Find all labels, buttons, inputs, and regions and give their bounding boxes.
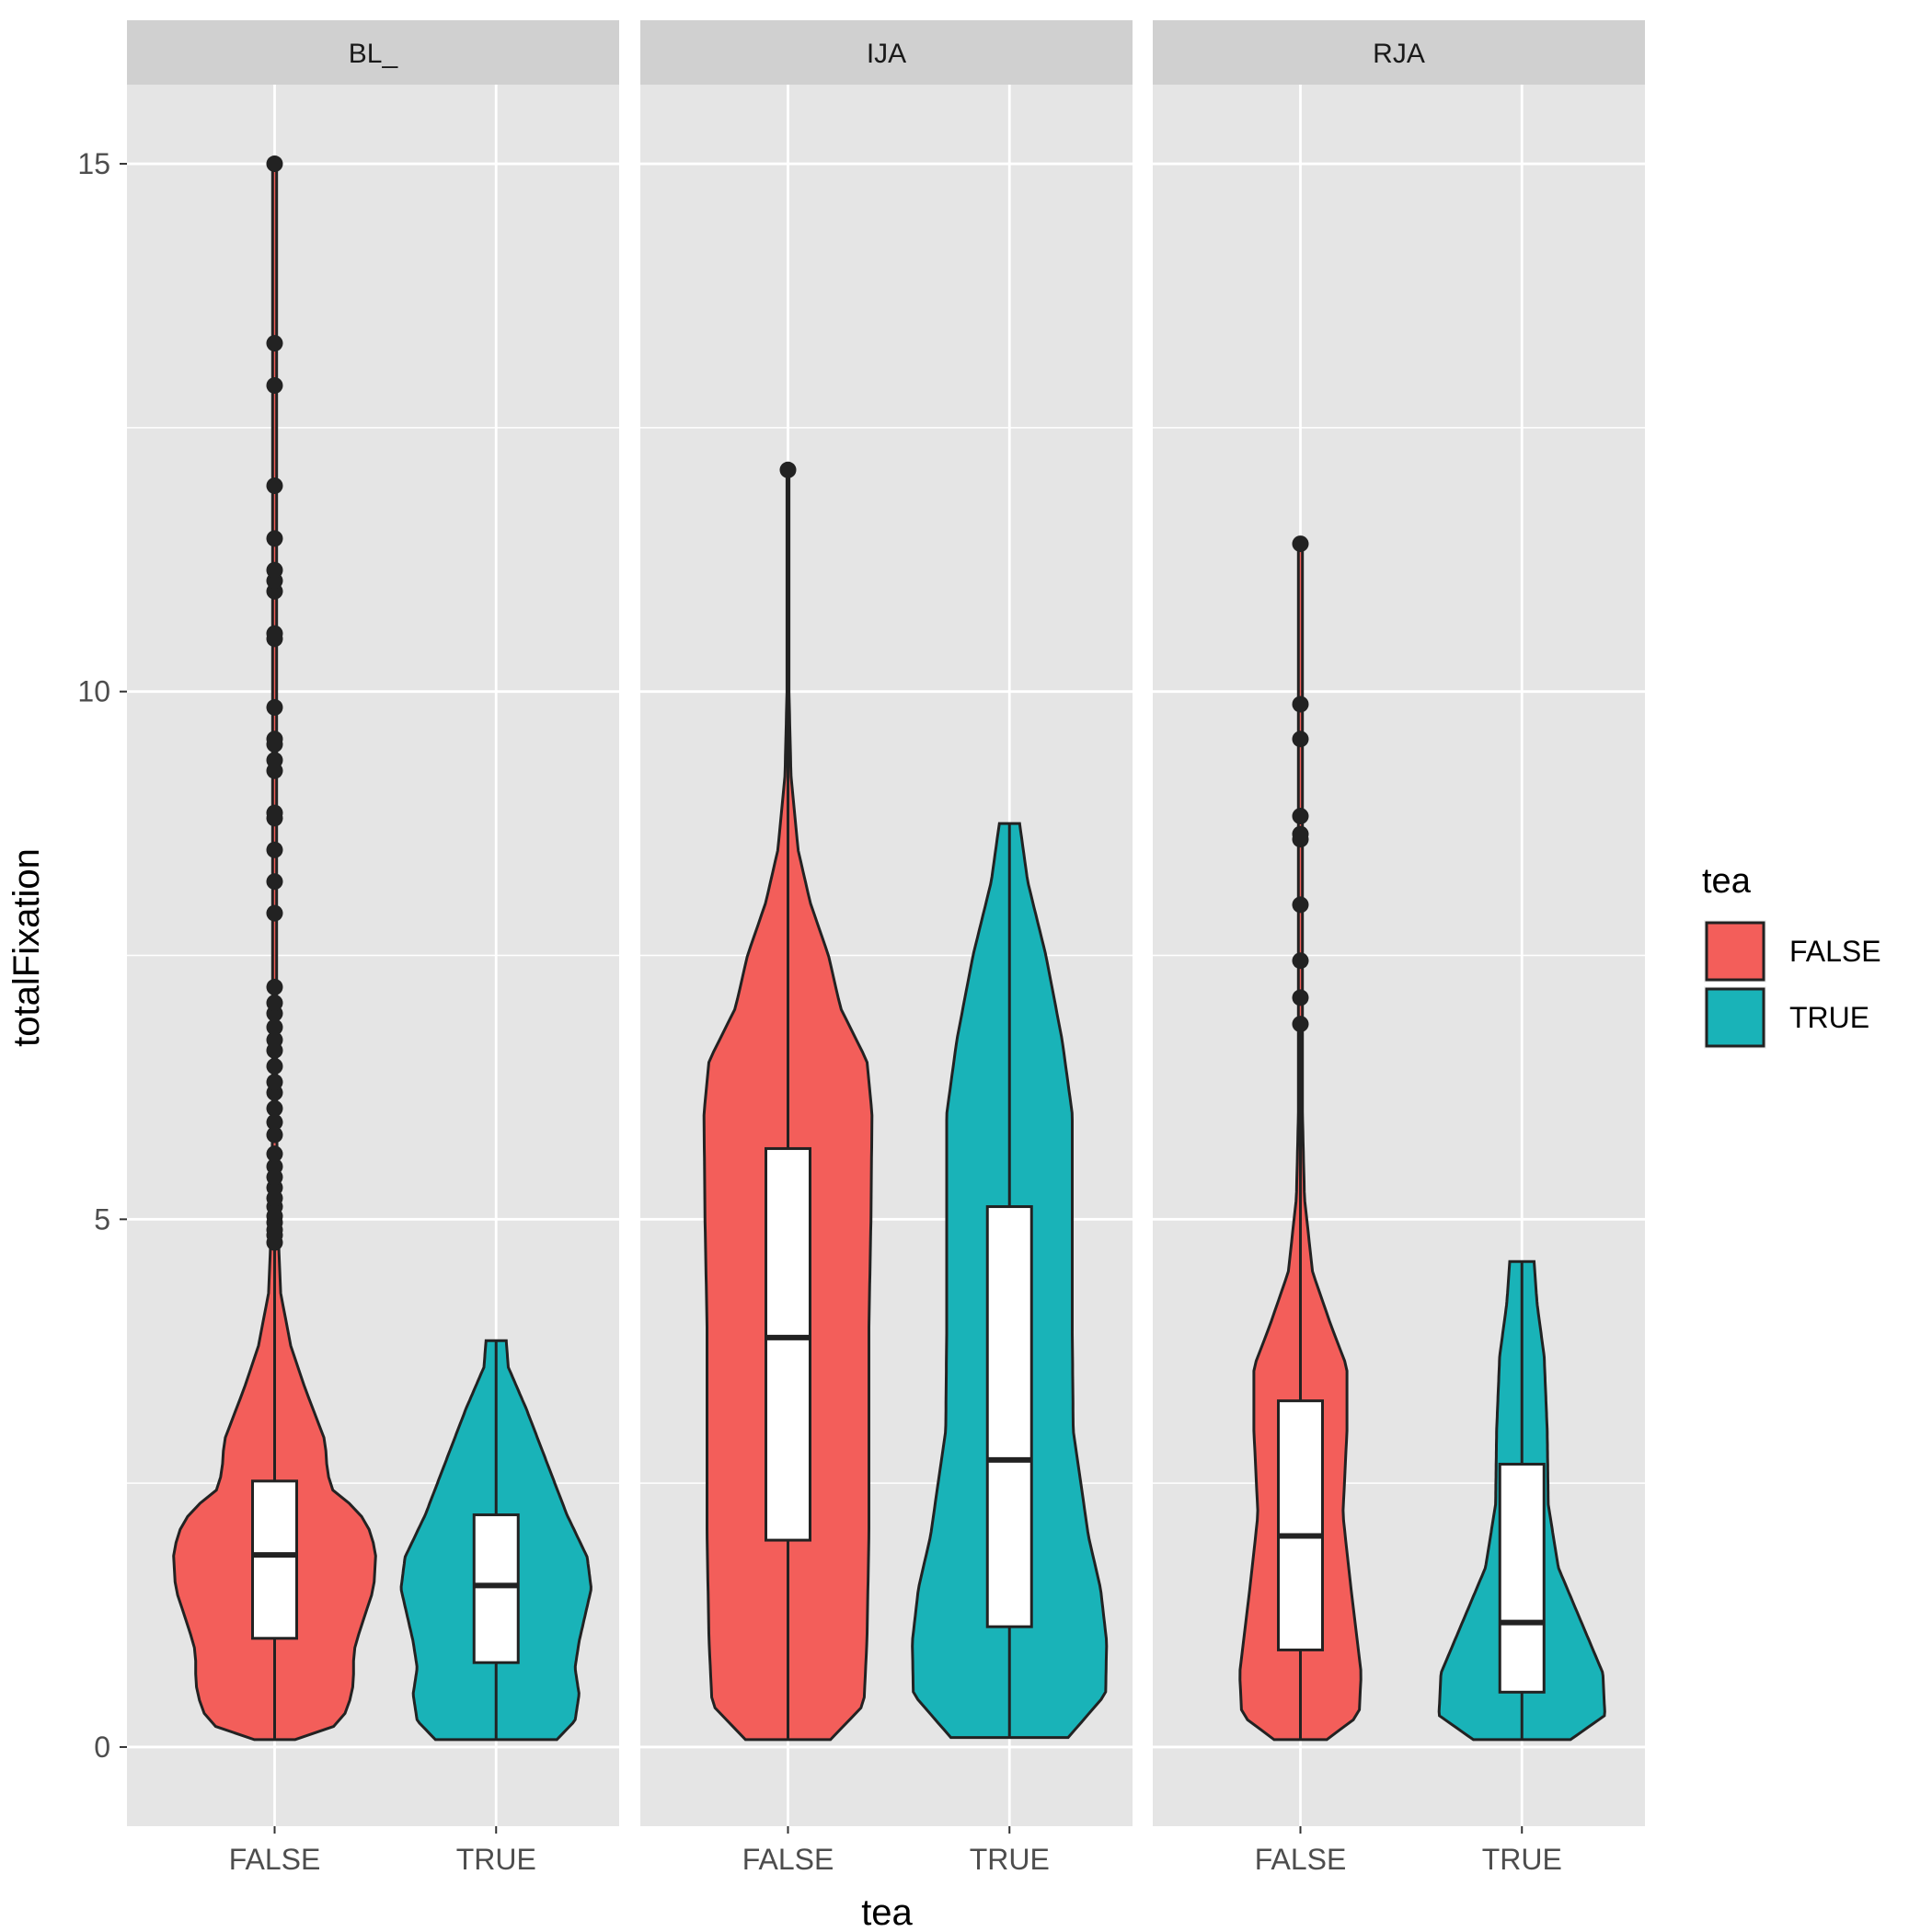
- outlier-point: [266, 804, 283, 822]
- x-tick-label: FALSE: [1255, 1843, 1347, 1876]
- violin-group-true: [399, 1339, 592, 1742]
- facet-strip-label: RJA: [1373, 39, 1425, 69]
- box-iqr: [1277, 1399, 1324, 1651]
- outlier-point: [266, 1057, 283, 1075]
- outlier-point: [266, 698, 283, 716]
- outlier-point: [1292, 696, 1309, 713]
- facet-strip-label: IJA: [867, 39, 906, 69]
- outlier-point: [266, 1099, 283, 1117]
- violin-group-true: [911, 822, 1109, 1740]
- outlier-point: [1292, 896, 1309, 914]
- facet-strip: [127, 20, 619, 85]
- box-iqr: [765, 1146, 811, 1542]
- x-tick-label: FALSE: [742, 1843, 834, 1876]
- outlier-point: [266, 1031, 283, 1049]
- outlier-point: [266, 477, 283, 494]
- outlier-point: [1292, 808, 1309, 825]
- box-iqr: [1498, 1462, 1546, 1694]
- outlier-point: [1292, 535, 1309, 553]
- outlier-point: [266, 841, 283, 858]
- y-tick-label: 15: [77, 147, 110, 180]
- x-tick-label: TRUE: [970, 1843, 1050, 1876]
- outlier-point: [266, 873, 283, 891]
- outlier-point: [266, 904, 283, 922]
- facet-panel-bl: BL_ FALSE TRUE: [127, 20, 619, 1876]
- outlier-point: [266, 1157, 283, 1175]
- legend-key-false: [1705, 921, 1765, 982]
- outlier-point: [1292, 1016, 1309, 1033]
- outlier-point: [266, 730, 283, 748]
- y-tick-label: 10: [77, 675, 110, 708]
- y-axis: 0 5 10 15: [77, 147, 127, 1764]
- facet-panel-ija: IJA FALSE TRUE: [640, 20, 1133, 1876]
- x-axis-title: tea: [861, 1892, 913, 1932]
- y-tick-label: 0: [94, 1731, 110, 1764]
- facet-strip: [1153, 20, 1645, 85]
- outlier-point: [1292, 730, 1309, 748]
- violin-group-false: [702, 461, 874, 1742]
- legend-title: tea: [1702, 862, 1752, 901]
- facet-panel-rja: RJA FALSE TRUE: [1153, 20, 1645, 1876]
- outlier-point: [1292, 952, 1309, 970]
- violin-group-true: [1437, 1259, 1606, 1742]
- box-iqr: [985, 1205, 1033, 1628]
- outlier-point: [266, 1113, 283, 1131]
- outlier-point: [1292, 825, 1309, 843]
- outlier-point: [1292, 989, 1309, 1006]
- outlier-point: [266, 752, 283, 769]
- facet-strip: [640, 20, 1133, 85]
- box-iqr: [472, 1513, 520, 1664]
- box-iqr: [251, 1479, 298, 1640]
- x-tick-label: TRUE: [456, 1843, 536, 1876]
- outlier-point: [266, 1018, 283, 1036]
- outlier-point: [266, 978, 283, 995]
- outlier-point: [266, 995, 283, 1012]
- legend: tea FALSE TRUE: [1702, 862, 1881, 1049]
- outlier-point: [266, 625, 283, 642]
- y-tick-label: 5: [94, 1202, 110, 1236]
- violin-group-false: [1238, 535, 1363, 1742]
- outlier-point: [266, 1126, 283, 1144]
- outlier-point: [779, 461, 797, 478]
- legend-key-true: [1705, 987, 1765, 1048]
- violin-group-false: [172, 155, 377, 1742]
- x-tick-label: FALSE: [229, 1843, 321, 1876]
- legend-label-false: FALSE: [1789, 935, 1881, 968]
- outlier-point: [266, 155, 283, 173]
- outlier-point: [266, 1145, 283, 1163]
- x-tick-label: TRUE: [1482, 1843, 1562, 1876]
- y-axis-title: totalFixation: [6, 848, 47, 1047]
- outlier-point: [266, 530, 283, 547]
- outlier-point: [266, 561, 283, 579]
- outlier-point: [266, 335, 283, 352]
- legend-label-true: TRUE: [1789, 1001, 1869, 1034]
- outlier-point: [266, 1074, 283, 1091]
- facet-panels: BL_ FALSE TRUE IJA FALSE TRUE RJA FALSE TRUE: [127, 20, 1645, 1876]
- facet-strip-label: BL_: [349, 39, 399, 69]
- outlier-point: [266, 376, 283, 394]
